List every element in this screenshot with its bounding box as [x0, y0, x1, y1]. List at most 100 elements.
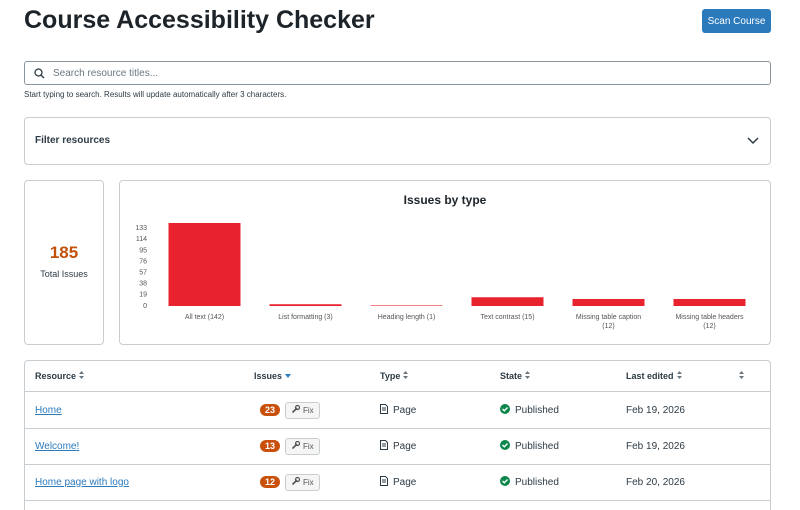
x-tick-label: All text (142): [184, 314, 225, 321]
chart-title: Issues by type: [403, 193, 487, 207]
issues-cell: 13 Fix: [260, 437, 320, 455]
row-divider: [25, 428, 770, 429]
resource-cell: Home page with logo: [35, 474, 129, 490]
fix-label: Fix: [303, 441, 314, 451]
wrench-icon: [291, 440, 301, 452]
resource-cell: Home: [35, 402, 62, 418]
resource-link[interactable]: Home page with logo: [35, 476, 129, 488]
chart: 0 19 38 57 76 95 114 133: [135, 223, 746, 310]
filter-label: Filter resources: [35, 135, 111, 146]
page-icon: [380, 439, 388, 453]
row-divider: [25, 464, 770, 465]
date-label: Feb 19, 2026: [626, 440, 685, 452]
type-cell: Page: [380, 474, 416, 490]
fix-label: Fix: [303, 477, 314, 487]
search-input[interactable]: Search resource titles...: [24, 61, 771, 85]
filter-panel[interactable]: Filter resources: [24, 117, 771, 165]
column-label: Last edited: [626, 371, 674, 381]
fix-button[interactable]: Fix: [285, 437, 320, 455]
bar: [168, 223, 241, 306]
state-cell: Published: [500, 438, 559, 454]
state-label: Published: [515, 440, 559, 452]
page: Course Accessibility Checker Scan Course…: [24, 6, 771, 510]
column-label: Resource: [35, 371, 77, 381]
published-icon: [500, 403, 510, 417]
type-label: Page: [393, 476, 417, 488]
issues-cell: 12 Fix: [260, 473, 320, 491]
date-cell: Feb 19, 2026: [626, 438, 685, 454]
x-tick-label: Missing table headers (12): [675, 314, 744, 330]
resource-link[interactable]: Welcome!: [35, 440, 80, 452]
scan-button[interactable]: Scan Course: [702, 9, 771, 33]
sort-icon: [403, 371, 409, 381]
date-cell: Feb 19, 2026: [626, 402, 685, 418]
wrench-icon: [291, 404, 301, 416]
y-tick-label: 114: [136, 236, 147, 243]
fix-label: Fix: [303, 405, 314, 415]
date-cell: Feb 20, 2026: [626, 474, 685, 490]
resource-cell: Welcome!: [35, 438, 79, 454]
published-icon: [500, 439, 510, 453]
bar: [572, 298, 645, 306]
x-tick-label: Text contrast (15): [480, 314, 535, 321]
type-label: Page: [393, 404, 417, 416]
column-label: Issues: [254, 371, 283, 381]
y-tick-label: 76: [139, 258, 147, 265]
type-label: Page: [393, 440, 417, 452]
y-tick-label: 19: [139, 292, 147, 299]
y-tick-label: 133: [135, 225, 147, 232]
sort-icon: [739, 371, 744, 379]
column-header[interactable]: Issues: [254, 371, 292, 381]
search-icon: [34, 68, 45, 79]
resource-table: Resource Issues Type State Last edited Home 23…: [24, 360, 771, 510]
date-label: Feb 19, 2026: [626, 404, 685, 416]
issue-count: 23: [260, 404, 281, 416]
y-tick-label: 95: [139, 247, 147, 254]
issue-count: 12: [260, 476, 281, 488]
x-tick-label: Heading length (1): [377, 314, 436, 321]
column-header[interactable]: Type: [380, 371, 409, 381]
column-label: Type: [380, 371, 401, 381]
y-tick-label: 57: [139, 270, 147, 277]
bar: [673, 298, 746, 306]
column-header[interactable]: Resource: [35, 371, 85, 381]
sort-icon: [525, 371, 531, 381]
search-hint: Start typing to search. Results will upd…: [24, 90, 287, 99]
page-icon: [380, 475, 388, 489]
chart-card: Issues by type 0 19 38 57 76 95 114 133 All tex…: [119, 180, 771, 345]
column-header[interactable]: Last edited: [626, 371, 682, 381]
date-label: Feb 20, 2026: [626, 476, 685, 488]
x-tick-label: Missing table caption (12): [575, 314, 642, 330]
page-icon: [380, 403, 388, 417]
state-cell: Published: [500, 474, 559, 490]
type-cell: Page: [380, 438, 416, 454]
y-tick-label: 38: [139, 281, 147, 288]
resource-link[interactable]: Home: [35, 404, 62, 416]
state-label: Published: [515, 476, 559, 488]
bar: [370, 305, 443, 306]
total-label: Total Issues: [40, 269, 88, 279]
row-divider: [25, 500, 770, 501]
sort-icon: [79, 371, 85, 381]
column-label: State: [500, 371, 523, 381]
summary-card: 185 Total Issues: [24, 180, 104, 345]
issue-count: 13: [260, 440, 281, 452]
fix-button[interactable]: Fix: [285, 401, 320, 419]
sort-icon: [285, 371, 292, 381]
row-divider: [25, 391, 770, 392]
state-label: Published: [515, 404, 559, 416]
column-header[interactable]: State: [500, 371, 531, 381]
x-tick-label: List formatting (3): [278, 314, 333, 321]
wrench-icon: [291, 476, 301, 488]
fix-button[interactable]: Fix: [285, 473, 320, 491]
total-issues: 185: [49, 243, 79, 262]
search-placeholder: Search resource titles...: [53, 67, 159, 79]
type-cell: Page: [380, 402, 416, 418]
y-tick-label: 0: [143, 303, 147, 310]
issues-cell: 23 Fix: [260, 401, 320, 419]
chevron: [747, 137, 759, 145]
state-cell: Published: [500, 402, 559, 418]
bar: [269, 304, 342, 306]
published-icon: [500, 475, 510, 489]
sort-icon: [676, 371, 682, 381]
